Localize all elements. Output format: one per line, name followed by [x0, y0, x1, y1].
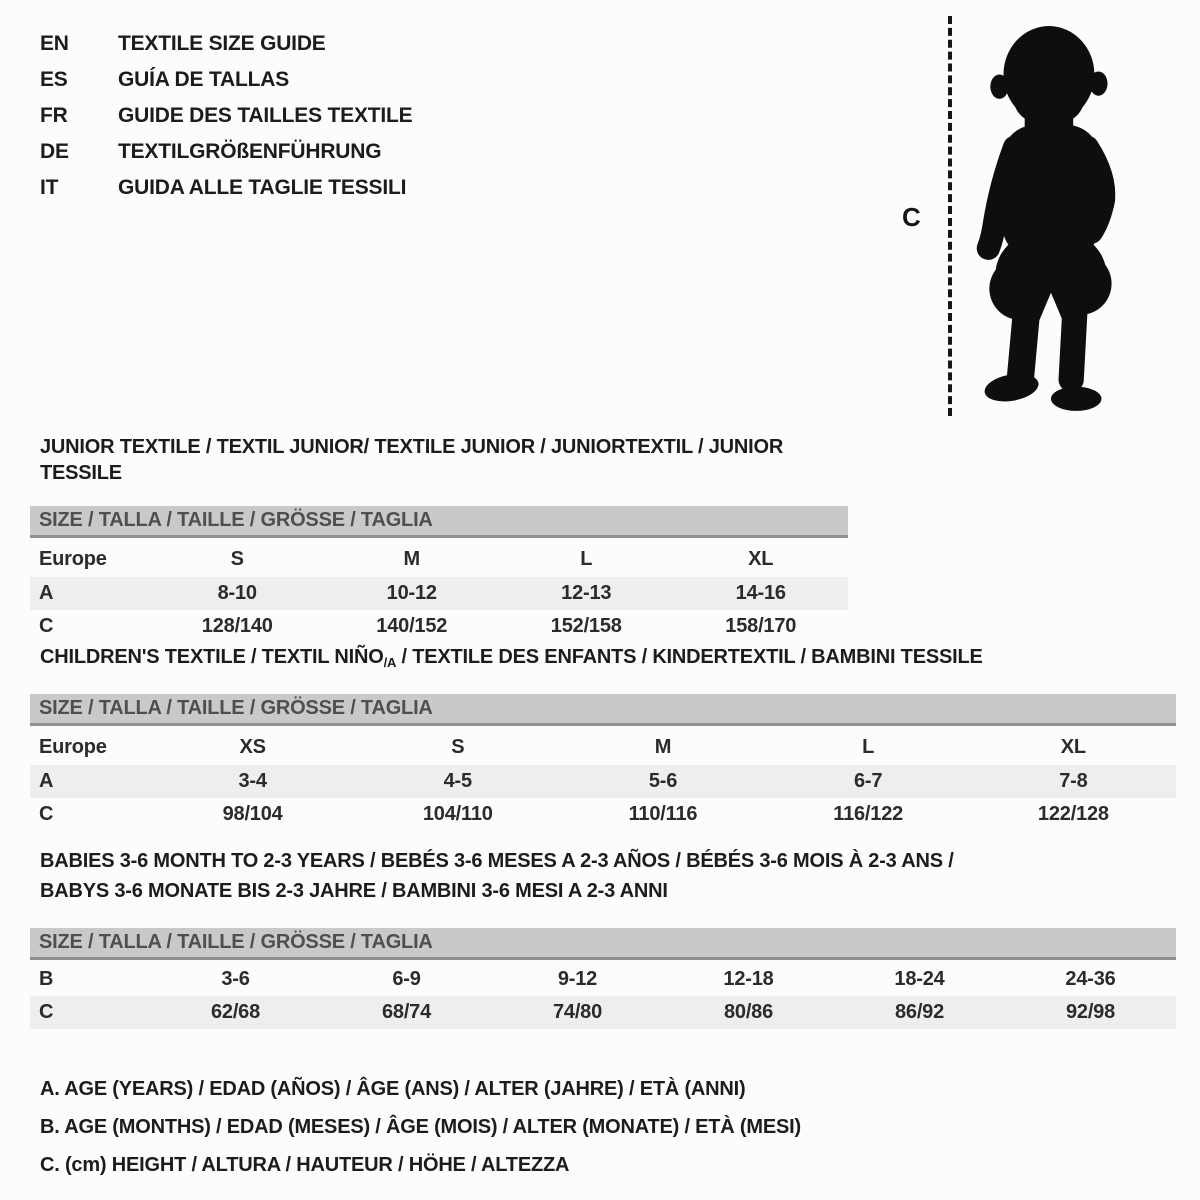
- babies-title-line1: BABIES 3-6 MONTH TO 2-3 YEARS / BEBÉS 3-…: [40, 850, 954, 872]
- cell: 6-9: [392, 968, 421, 990]
- guide-title-it: GUIDA ALLE TAGLIE TESSILI: [118, 176, 407, 199]
- cell: 12-13: [561, 582, 612, 604]
- cell: 3-4: [238, 770, 267, 792]
- size-col-header: M: [654, 735, 672, 758]
- cell: 5-6: [648, 770, 678, 792]
- babies-section-title: BABIES 3-6 MONTH TO 2-3 YEARS / BEBÉS 3-…: [30, 846, 1176, 906]
- baby-silhouette-icon: [976, 26, 1116, 411]
- cell: 110/116: [628, 803, 698, 825]
- babies-textile-section: BABIES 3-6 MONTH TO 2-3 YEARS / BEBÉS 3-…: [30, 846, 1176, 1029]
- children-section-title: CHILDREN'S TEXTILE / TEXTIL NIÑO/A / TEX…: [30, 644, 1176, 676]
- cell: 10-12: [386, 582, 437, 604]
- table-row: A 3-4 4-5 5-6 6-7 7-8: [30, 765, 1176, 798]
- row-label: B: [39, 968, 54, 990]
- size-col-header: XS: [239, 735, 266, 758]
- guide-title-de: TEXTILGRÖßENFÜHRUNG: [118, 140, 382, 163]
- cell: 122/128: [1037, 803, 1109, 825]
- cell: 62/68: [210, 1001, 261, 1023]
- lang-code: ES: [40, 68, 68, 91]
- lang-code: IT: [40, 176, 59, 199]
- size-col-header: M: [403, 547, 421, 570]
- cell: 3-6: [221, 968, 250, 990]
- cell: 68/74: [381, 1001, 432, 1023]
- cell: 140/152: [376, 615, 448, 637]
- lang-code: EN: [40, 32, 69, 55]
- children-size-table: Europe XS S M L XL A 3-4 4-5 5-6 6-7 7-8…: [30, 729, 1176, 831]
- legend-line-c: C. (cm) HEIGHT / ALTURA / HAUTEUR / HÖHE…: [40, 1154, 570, 1176]
- lang-row-fr: FR GUIDE DES TAILLES TEXTILE: [40, 98, 413, 134]
- row-label: C: [39, 803, 54, 825]
- row-label: A: [39, 582, 54, 604]
- table-row: Europe XS S M L XL: [30, 729, 1176, 765]
- babies-title-line2: BABYS 3-6 MONATE BIS 2-3 JAHRE / BAMBINI…: [40, 880, 668, 902]
- size-col-header: XL: [1060, 735, 1086, 758]
- lang-row-en: EN TEXTILE SIZE GUIDE: [40, 26, 412, 62]
- cell: 158/170: [725, 615, 797, 637]
- region-cell: Europe: [39, 735, 107, 758]
- table-row: C 128/140 140/152 152/158 158/170: [30, 610, 848, 643]
- children-size-header-bar: SIZE / TALLA / TAILLE / GRÖSSE / TAGLIA: [30, 694, 1176, 726]
- cell: 104/110: [422, 803, 493, 825]
- row-label: C: [39, 615, 54, 637]
- region-cell: Europe: [39, 547, 107, 570]
- cell: 7-8: [1059, 770, 1088, 792]
- cell: 12-18: [723, 968, 774, 990]
- children-title-pre: CHILDREN'S TEXTILE / TEXTIL NIÑO: [40, 646, 384, 668]
- guide-title-es: GUÍA DE TALLAS: [118, 68, 290, 91]
- cell: 116/122: [833, 803, 904, 825]
- cell: 6-7: [854, 770, 883, 792]
- junior-size-header-bar: SIZE / TALLA / TAILLE / GRÖSSE / TAGLIA: [30, 506, 848, 538]
- cell: 92/98: [1065, 1001, 1116, 1023]
- babies-size-header-bar: SIZE / TALLA / TAILLE / GRÖSSE / TAGLIA: [30, 928, 1176, 960]
- size-col-header: XL: [748, 547, 774, 570]
- legend-line-b: B. AGE (MONTHS) / EDAD (MESES) / ÂGE (MO…: [40, 1116, 801, 1138]
- lang-code: FR: [40, 104, 68, 127]
- lang-row-it: IT GUIDA ALLE TAGLIE TESSILI: [40, 170, 412, 206]
- lang-row-es: ES GUÍA DE TALLAS: [40, 62, 412, 98]
- height-dashed-line: [948, 16, 952, 416]
- height-label: C: [902, 202, 921, 232]
- size-col-header: L: [862, 735, 875, 758]
- row-label: A: [39, 770, 54, 792]
- junior-textile-section: JUNIOR TEXTILE / TEXTIL JUNIOR/ TEXTILE …: [30, 434, 848, 643]
- table-row: C 62/68 68/74 74/80 80/86 86/92 92/98: [30, 996, 1176, 1029]
- cell: 9-12: [557, 968, 598, 990]
- cell: 128/140: [201, 615, 273, 637]
- size-col-header: S: [230, 547, 244, 570]
- table-row: Europe S M L XL: [30, 541, 848, 577]
- size-col-header: S: [451, 735, 465, 758]
- row-label: C: [39, 1001, 54, 1023]
- cell: 4-5: [443, 770, 473, 792]
- lang-code: DE: [40, 140, 69, 163]
- measurement-legend: A. AGE (YEARS) / EDAD (AÑOS) / ÂGE (ANS)…: [40, 1070, 801, 1184]
- cell: 80/86: [723, 1001, 774, 1023]
- cell: 14-16: [735, 582, 786, 604]
- table-row: C 98/104 104/110 110/116 116/122 122/128: [30, 798, 1176, 831]
- babies-size-table: B 3-6 6-9 9-12 12-18 18-24 24-36 C 62/68…: [30, 963, 1176, 1029]
- cell: 74/80: [552, 1001, 603, 1023]
- junior-section-title: JUNIOR TEXTILE / TEXTIL JUNIOR/ TEXTILE …: [40, 436, 784, 484]
- cell: 86/92: [894, 1001, 945, 1023]
- cell: 98/104: [222, 803, 283, 825]
- cell: 152/158: [550, 615, 622, 637]
- size-col-header: L: [580, 547, 593, 570]
- lang-row-de: DE TEXTILGRÖßENFÜHRUNG: [40, 134, 412, 170]
- guide-title-en: TEXTILE SIZE GUIDE: [118, 32, 326, 55]
- children-title-sub: /A: [383, 655, 397, 670]
- cell: 18-24: [894, 968, 945, 990]
- junior-size-table: Europe S M L XL A 8-10 10-12 12-13 14-16…: [30, 541, 848, 643]
- children-title-post: / TEXTILE DES ENFANTS / KINDERTEXTIL / B…: [396, 646, 983, 668]
- guide-title-fr: GUIDE DES TAILLES TEXTILE: [118, 104, 413, 127]
- legend-line-a: A. AGE (YEARS) / EDAD (AÑOS) / ÂGE (ANS)…: [40, 1078, 746, 1100]
- table-row: A 8-10 10-12 12-13 14-16: [30, 577, 848, 610]
- cell: 24-36: [1065, 968, 1116, 990]
- table-row: B 3-6 6-9 9-12 12-18 18-24 24-36: [30, 963, 1176, 996]
- cell: 8-10: [217, 582, 257, 604]
- language-title-block: EN TEXTILE SIZE GUIDE ES GUÍA DE TALLAS …: [40, 26, 413, 206]
- children-textile-section: CHILDREN'S TEXTILE / TEXTIL NIÑO/A / TEX…: [30, 644, 1176, 831]
